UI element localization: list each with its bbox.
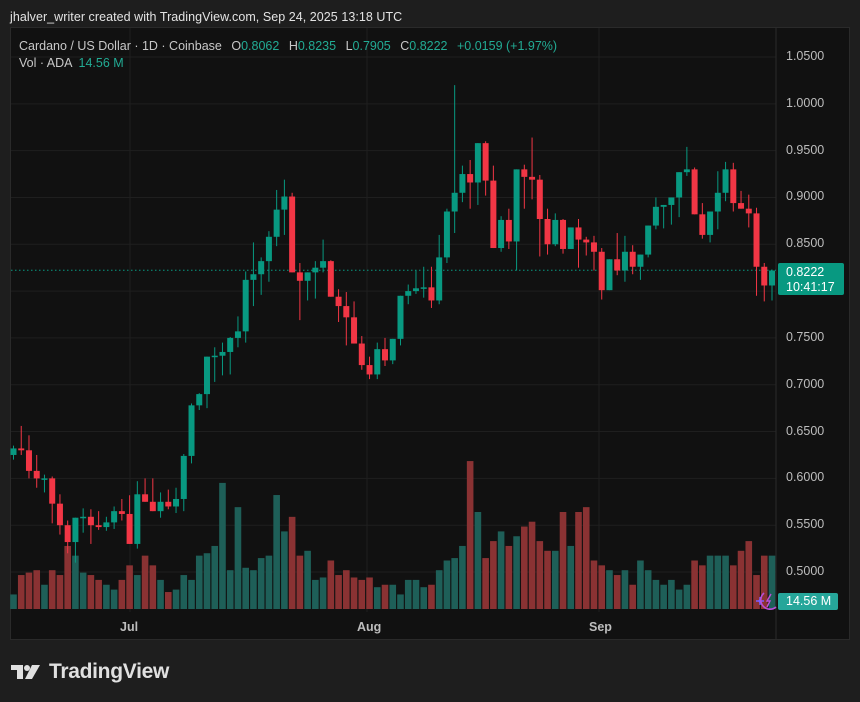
chart-panel[interactable] (10, 27, 850, 640)
last-price: 0.8222 (786, 265, 825, 279)
time-tick-label: Sep (589, 620, 612, 634)
ohlc-legend: Cardano / US Dollar · 1D · Coinbase O0.8… (19, 39, 557, 53)
tradingview-wordmark: TradingView (49, 660, 170, 683)
high-label: H (288, 39, 298, 53)
symbol-label[interactable]: Cardano / US Dollar · 1D · Coinbase (19, 39, 222, 53)
price-tick-label: 0.7000 (786, 376, 825, 391)
bar-countdown: 10:41:17 (786, 279, 835, 294)
ai-sparkle-icon[interactable] (752, 589, 780, 613)
tradingview-logo-icon (11, 665, 40, 679)
price-tick-label: 0.9000 (786, 189, 825, 204)
last-volume-label: 14.56 M (778, 593, 838, 610)
tradingview-logo[interactable]: TradingView (11, 660, 169, 684)
last-price-label: 0.8222 10:41:17 (778, 263, 844, 295)
price-tick-label: 0.6500 (786, 423, 825, 438)
high-value: 0.8235 (297, 39, 337, 53)
price-tick-label: 0.6000 (786, 470, 825, 485)
close-value: 0.8222 (409, 39, 448, 53)
price-tick-label: 0.5500 (786, 517, 825, 532)
volume-value: 14.56 M (78, 56, 124, 70)
price-tick-label: 0.8500 (786, 236, 825, 251)
open-value: 0.8062 (241, 39, 280, 53)
close-label: C (400, 39, 410, 53)
low-value: 0.7905 (352, 39, 391, 53)
price-tick-label: 0.5000 (786, 564, 825, 579)
time-tick-label: Jul (120, 620, 139, 634)
time-tick-label: Aug (357, 620, 382, 634)
chart-credit: jhalver_writer created with TradingView.… (10, 10, 403, 24)
price-tick-label: 1.0500 (786, 49, 825, 63)
volume-legend: Vol · ADA 14.56 M (19, 56, 124, 70)
price-tick-label: 1.0000 (786, 95, 825, 110)
price-tick-label: 0.9500 (786, 142, 825, 157)
change-value: +0.0159 (+1.97%) (456, 39, 558, 53)
open-label: O (231, 39, 242, 53)
volume-label[interactable]: Vol · ADA (19, 56, 73, 70)
price-tick-label: 0.7500 (786, 329, 825, 344)
low-label: L (345, 39, 353, 53)
